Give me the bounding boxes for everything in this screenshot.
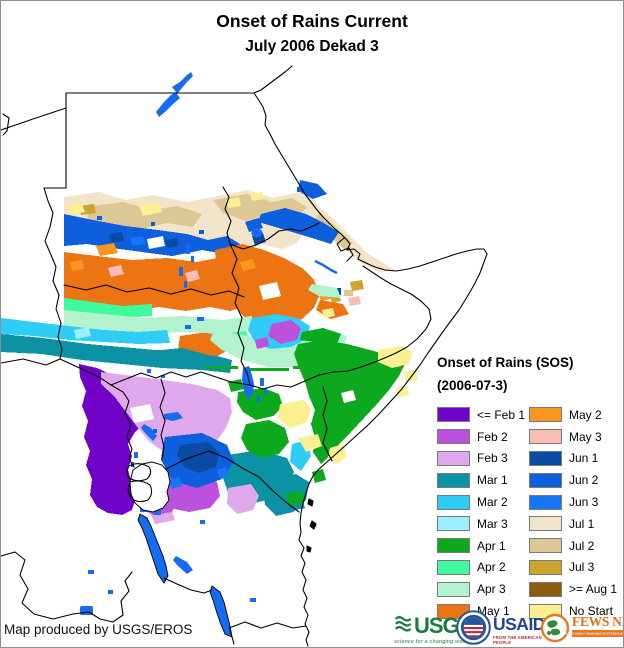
legend-item: Mar 1 <box>437 472 529 488</box>
legend-swatch <box>437 559 470 575</box>
legend-swatch <box>529 429 562 445</box>
legend-item: Jun 3 <box>529 494 623 510</box>
page-title: Onset of Rains Current <box>216 11 408 31</box>
legend-item: Mar 3 <box>437 516 529 532</box>
legend-item: Jul 1 <box>529 516 623 532</box>
legend-item: Feb 2 <box>437 429 529 445</box>
legend-swatch <box>437 450 470 466</box>
legend-swatch <box>437 538 470 554</box>
legend-label: Jun 1 <box>569 451 599 466</box>
lake-albert <box>141 424 157 441</box>
legend-swatch <box>529 450 562 466</box>
lake-malawi <box>209 585 233 638</box>
legend-swatch <box>529 407 562 423</box>
map-water-layer <box>80 72 338 638</box>
legend-swatch <box>529 538 562 554</box>
legend-title: Onset of Rains (SOS) <box>437 355 574 370</box>
legend-label: <= Feb 1 <box>477 407 526 422</box>
legend-grid: <= Feb 1 Feb 2 Feb 3 Mar 1 Mar 2 Mar 3 A… <box>437 404 623 622</box>
legend-item: Apr 2 <box>437 559 529 575</box>
usaid-wordmark: USAID <box>493 614 545 634</box>
legend-item: Jun 2 <box>529 472 623 488</box>
lake-nasser <box>156 72 193 117</box>
legend-item: May 3 <box>529 429 623 445</box>
usaid-tagline: FROM THE AMERICAN PEOPLE <box>493 634 542 645</box>
legend-label: Apr 1 <box>477 538 506 553</box>
lake-kyoga <box>164 412 183 421</box>
legend-swatch <box>529 516 562 532</box>
legend-label: Apr 3 <box>477 582 506 597</box>
legend-item: <= Feb 1 <box>437 407 529 423</box>
lake-tanganyika <box>137 513 169 584</box>
legend-item: Apr 3 <box>437 581 529 597</box>
lake-rukwa <box>173 556 193 574</box>
legend-label: Jun 2 <box>569 473 599 488</box>
fewsnet-tagline-bar: FAMINE EARLY WARNING SYSTEMS NETWORK <box>562 630 623 637</box>
usaid-logo: USAID FROM THE AMERICAN PEOPLE <box>456 610 545 647</box>
legend-swatch <box>437 516 470 532</box>
legend-item: Jul 3 <box>529 559 623 575</box>
legend-label: Jun 3 <box>569 495 599 510</box>
legend-label: Jul 1 <box>569 516 595 531</box>
legend-item: >= Aug 1 <box>529 581 623 597</box>
legend-label: Mar 3 <box>477 516 508 531</box>
legend-label: Feb 3 <box>477 451 508 466</box>
usgs-tagline: science for a changing world <box>394 639 470 645</box>
usaid-seal-icon <box>456 610 491 647</box>
legend-item: Apr 1 <box>437 538 529 554</box>
lake-tana <box>251 228 263 238</box>
legend-item: Jul 2 <box>529 538 623 554</box>
legend-item: Mar 2 <box>437 494 529 510</box>
attribution-text: Map produced by USGS/EROS <box>4 622 193 637</box>
map-raster-layer <box>1 180 418 524</box>
legend-label: Jul 2 <box>569 538 595 553</box>
map-legend: Onset of Rains (SOS) (2006-07-3) <= Feb … <box>437 355 623 622</box>
legend-swatch <box>437 581 470 597</box>
legend-label: Mar 2 <box>477 495 508 510</box>
fewsnet-tagline: FAMINE EARLY WARNING SYSTEMS NETWORK <box>562 631 623 636</box>
legend-item: May 2 <box>529 407 623 423</box>
legend-label: May 2 <box>569 407 602 422</box>
legend-label: Feb 2 <box>477 429 508 444</box>
legend-item: Feb 3 <box>437 450 529 466</box>
legend-swatch <box>437 472 470 488</box>
fewsnet-wordmark: FEWS NET <box>572 614 623 629</box>
page-subtitle: July 2006 Dekad 3 <box>245 38 379 55</box>
legend-label: >= Aug 1 <box>569 582 618 597</box>
legend-label: Mar 1 <box>477 473 508 488</box>
legend-swatch <box>529 581 562 597</box>
legend-swatch <box>437 494 470 510</box>
legend-label: Jul 3 <box>569 560 595 575</box>
legend-subtitle: (2006-07-3) <box>437 378 508 393</box>
lake-victoria <box>129 461 171 513</box>
fewsnet-globe-icon <box>540 613 570 647</box>
legend-swatch <box>437 407 470 423</box>
legend-swatch <box>529 472 562 488</box>
legend-label: May 1 <box>477 604 510 619</box>
legend-swatch <box>529 494 562 510</box>
lake-turkana <box>242 366 254 400</box>
legend-swatch <box>529 559 562 575</box>
legend-label: Apr 2 <box>477 560 506 575</box>
map-borders-layer <box>1 65 488 647</box>
legend-swatch <box>437 429 470 445</box>
fewsnet-logo: FEWS NET FAMINE EARLY WARNING SYSTEMS NE… <box>540 613 623 647</box>
usgs-wave-icon <box>394 613 414 638</box>
coastline <box>253 65 488 647</box>
legend-label: May 3 <box>569 429 602 444</box>
legend-item: Jun 1 <box>529 450 623 466</box>
legend-label: No Start <box>569 604 614 619</box>
